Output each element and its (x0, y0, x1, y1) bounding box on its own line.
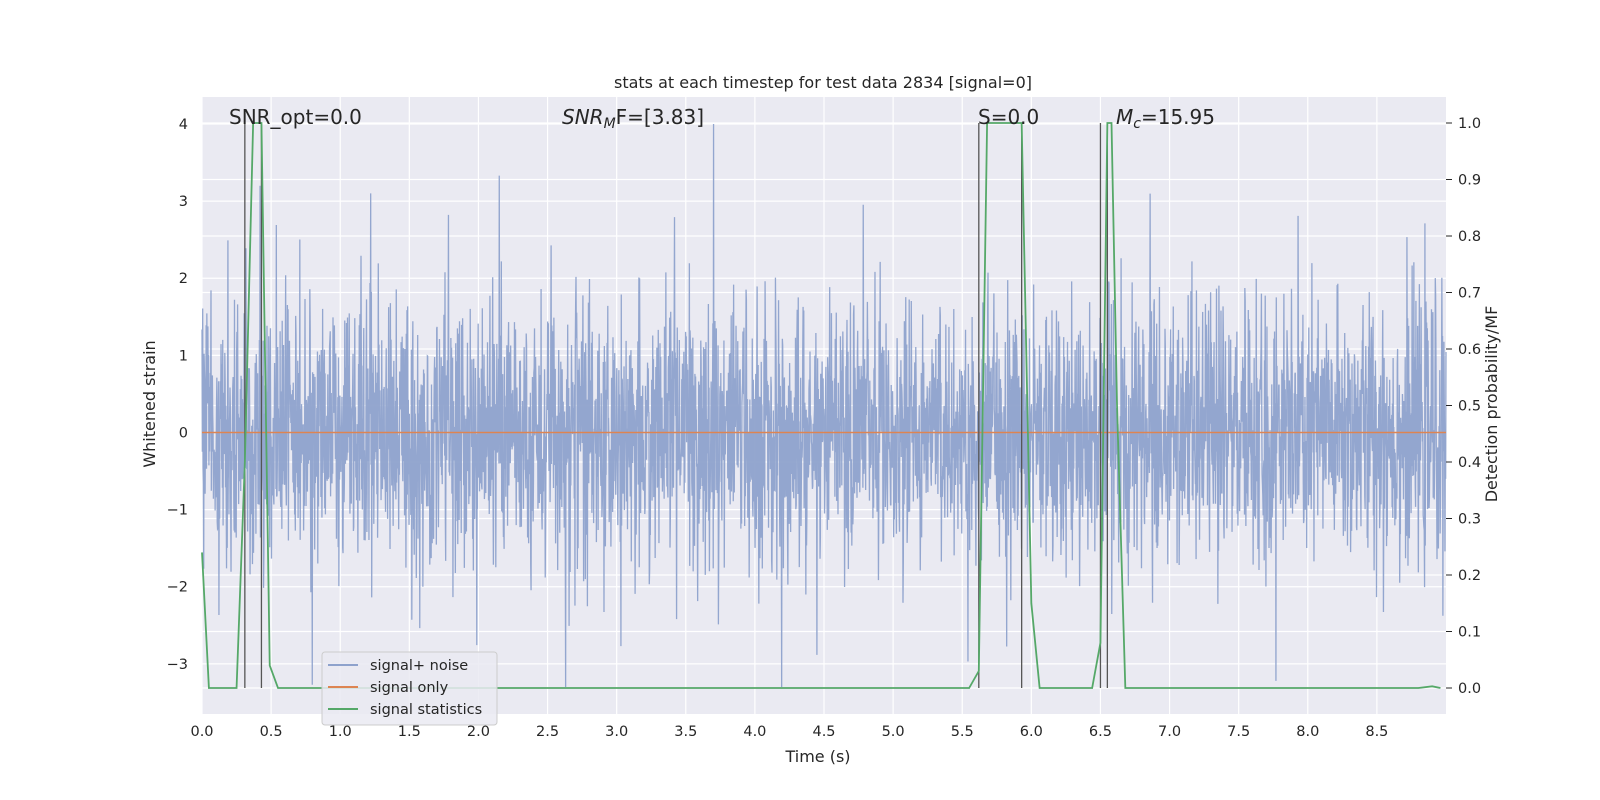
x-tick-label: 2.5 (536, 724, 559, 740)
annotation-snr-opt: SNR_opt=0.0 (229, 105, 362, 129)
y-right-tick-label: 0.4 (1458, 455, 1481, 471)
x-tick-label: 8.5 (1365, 724, 1388, 740)
y-left-tick-label: −1 (167, 503, 188, 519)
x-tick-label: 6.0 (1020, 724, 1043, 740)
x-tick-label: 1.0 (329, 724, 352, 740)
y-right-tick-label: 0.1 (1458, 625, 1481, 641)
legend-label-signal-statistics: signal statistics (370, 702, 482, 718)
plot-area (201, 122, 1447, 689)
x-tick-label: 0.5 (260, 724, 283, 740)
annotation-mc: Mc=15.95 (1116, 105, 1215, 132)
y-right-tick-label: 0.9 (1458, 172, 1481, 188)
y-left-tick-label: 4 (179, 117, 188, 133)
y-left-tick-label: 0 (179, 425, 188, 441)
annotation-mc-main: M (1116, 105, 1133, 129)
x-tick-label: 8.0 (1296, 724, 1319, 740)
x-tick-label: 4.0 (743, 724, 766, 740)
y-left-tick-label: 3 (179, 194, 188, 210)
annotation-snr-mf-sub: M (604, 116, 616, 132)
x-tick-label: 2.0 (467, 724, 490, 740)
legend: signal+ noise signal only signal statist… (321, 651, 498, 726)
y-right-tick-label: 0.3 (1458, 512, 1481, 528)
x-tick-label: 3.0 (605, 724, 628, 740)
y-right-tick-label: 0.0 (1458, 681, 1481, 697)
series-signal-statistics-line (201, 122, 1441, 689)
y-right-tick-label: 0.2 (1458, 568, 1481, 584)
y-right-axis-ticks: 0.0 0.1 0.2 0.3 0.4 0.5 0.6 0.7 0.8 0.9 1.0 (1446, 116, 1481, 697)
chart-title: stats at each timestep for test data 283… (614, 73, 1032, 92)
x-tick-label: 0.0 (190, 724, 213, 740)
legend-label-signal-noise: signal+ noise (370, 658, 468, 674)
x-tick-label: 3.5 (674, 724, 697, 740)
x-axis-label: Time (s) (784, 747, 850, 766)
x-tick-label: 1.5 (398, 724, 421, 740)
y-right-tick-label: 0.7 (1458, 285, 1481, 301)
x-tick-label: 6.5 (1089, 724, 1112, 740)
x-tick-label: 5.5 (951, 724, 974, 740)
x-tick-label: 7.0 (1158, 724, 1181, 740)
legend-label-signal-only: signal only (370, 680, 449, 696)
annotation-mc-sub: c (1133, 116, 1141, 132)
y-left-tick-label: −2 (167, 580, 188, 596)
x-axis-ticks: 0.0 0.5 1.0 1.5 2.0 2.5 3.0 3.5 4.0 4.5 5.0 5.5 6.0 6… (190, 724, 1388, 740)
y-left-axis-label: Whitened strain (140, 340, 159, 467)
y-left-tick-label: 1 (179, 348, 188, 364)
x-tick-label: 7.5 (1227, 724, 1250, 740)
y-right-tick-label: 1.0 (1458, 116, 1481, 132)
annotation-snr-mf-rest: F=[3.83] (616, 105, 704, 129)
y-left-axis-ticks: −3 −2 −1 0 1 2 3 4 (167, 117, 188, 673)
annotation-s: S=0.0 (978, 105, 1039, 129)
y-right-tick-label: 0.8 (1458, 229, 1481, 245)
x-tick-label: 4.5 (812, 724, 835, 740)
y-right-tick-label: 0.5 (1458, 399, 1481, 415)
y-left-tick-label: 2 (179, 271, 188, 287)
x-tick-label: 5.0 (882, 724, 905, 740)
y-left-tick-label: −3 (167, 657, 188, 673)
legend-box (321, 651, 498, 726)
y-right-tick-label: 0.6 (1458, 342, 1481, 358)
annotation-snr-mf: SNRMF=[3.83] (562, 105, 704, 132)
annotation-snr-mf-main: SNR (562, 105, 604, 129)
y-right-axis-label: Detection probability/MF (1482, 306, 1501, 503)
annotation-mc-rest: =15.95 (1141, 105, 1215, 129)
